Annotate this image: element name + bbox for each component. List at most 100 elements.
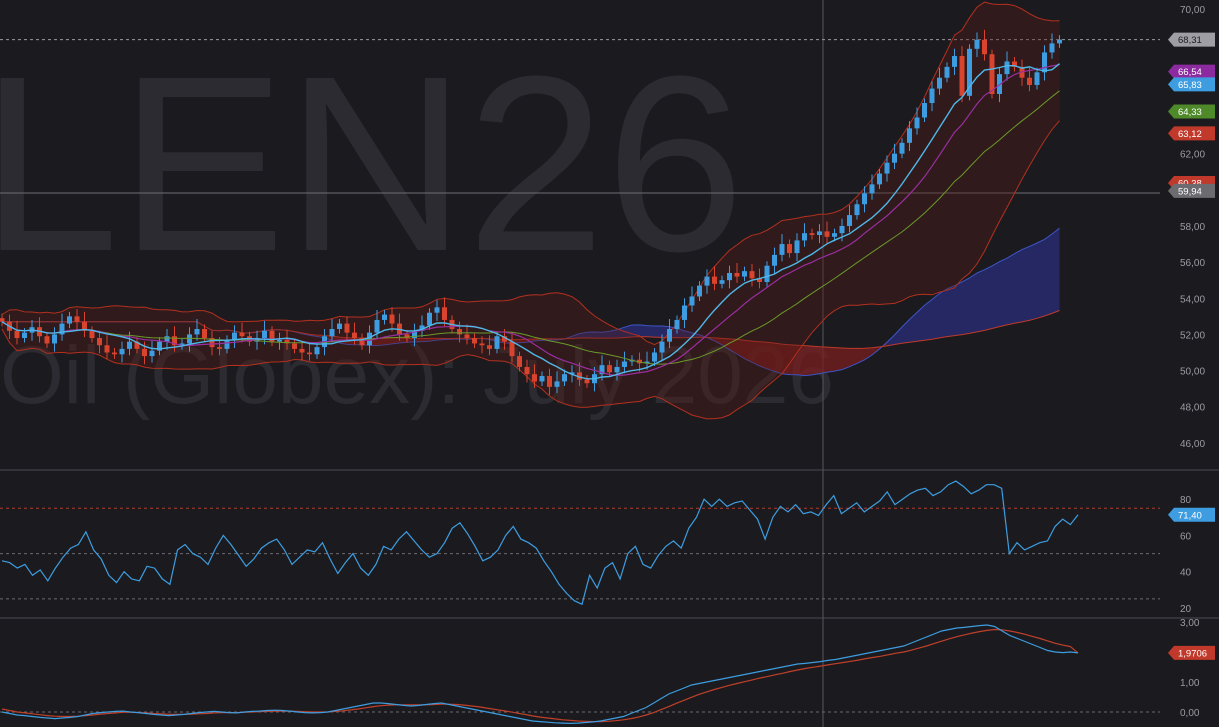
- candle: [614, 359, 620, 381]
- candle: [97, 330, 102, 354]
- price-tick-label: 46,00: [1180, 439, 1205, 450]
- price-tag-label: 66,54: [1178, 67, 1202, 78]
- candle-body: [599, 365, 605, 375]
- candle: [817, 224, 822, 244]
- price-tag-shape: [1168, 126, 1215, 141]
- candle-body: [704, 276, 710, 286]
- candle: [82, 311, 87, 338]
- price-tag-label: 64,33: [1178, 107, 1202, 118]
- ma-slow-line: [1, 64, 1060, 377]
- candle: [862, 186, 867, 213]
- candle-body: [172, 336, 177, 346]
- candle: [59, 313, 65, 341]
- candle-body: [44, 336, 50, 344]
- candle: [104, 335, 110, 359]
- candle: [74, 309, 80, 330]
- candle-body: [809, 233, 815, 235]
- macd-tag-shape: [1168, 645, 1215, 660]
- candle-body: [937, 77, 942, 89]
- candle: [952, 48, 957, 76]
- senkou-span-b: [2, 310, 1060, 349]
- candle: [434, 300, 440, 321]
- ichimoku-cloud-segment: [1007, 253, 1015, 325]
- candle: [689, 286, 695, 312]
- candle-body: [742, 271, 747, 277]
- candle-body: [622, 361, 627, 367]
- candle: [187, 327, 192, 352]
- candle-body: [554, 381, 560, 387]
- candle-body: [142, 348, 147, 357]
- candle: [779, 234, 785, 262]
- candle-body: [457, 329, 462, 335]
- candle-body: [239, 332, 245, 337]
- candle-body: [1057, 39, 1062, 44]
- ichimoku-cloud-segment: [992, 261, 1000, 329]
- ichimoku-cloud-segment: [384, 337, 392, 345]
- ichimoku-cloud-segment: [894, 326, 902, 345]
- candle-body: [614, 366, 620, 373]
- ma-long-line: [1, 90, 1060, 365]
- candle-body: [1049, 43, 1055, 53]
- candle-body: [299, 348, 305, 353]
- candle-body: [419, 325, 425, 331]
- candle-body: [329, 329, 335, 337]
- candle: [847, 205, 852, 233]
- candle-body: [914, 117, 920, 129]
- candle-body: [412, 330, 417, 339]
- candle-body: [187, 334, 192, 344]
- candle-body: [1042, 52, 1047, 73]
- candle-body: [824, 231, 830, 237]
- candle-body: [817, 231, 822, 235]
- candle-body: [89, 330, 95, 339]
- candle-body: [127, 341, 132, 349]
- candle: [89, 326, 95, 343]
- candle-body: [464, 334, 470, 339]
- candle: [712, 266, 717, 291]
- candle-body: [194, 329, 200, 335]
- candle-body: [959, 56, 965, 96]
- candle-body: [52, 334, 57, 344]
- candle-body: [1012, 61, 1017, 67]
- candle: [682, 298, 687, 329]
- candle: [1012, 56, 1017, 72]
- candle: [914, 107, 920, 135]
- candle-body: [262, 330, 267, 339]
- candle: [142, 341, 147, 365]
- price-tag-label: 59,94: [1178, 186, 1202, 197]
- candle-body: [209, 338, 215, 348]
- candle: [419, 315, 425, 338]
- rsi-tick-label: 40: [1180, 568, 1192, 579]
- candle-body: [854, 204, 860, 216]
- candle: [52, 327, 57, 352]
- ichimoku-cloud-segment: [842, 348, 850, 370]
- ichimoku-cloud-segment: [414, 338, 422, 343]
- candle: [674, 315, 680, 334]
- price-tag: 64,33: [1168, 104, 1215, 119]
- price-tag: 66,54: [1168, 64, 1215, 79]
- candle: [314, 342, 320, 359]
- candle-body: [164, 336, 170, 342]
- ichimoku-cloud-segment: [1052, 228, 1060, 314]
- watermark-symbol: LEN26: [0, 24, 744, 303]
- candle: [224, 335, 230, 354]
- ichimoku-cloud-segment: [1029, 242, 1037, 321]
- ichimoku-cloud-segment: [1044, 234, 1052, 316]
- price-tag-shape: [1168, 104, 1215, 119]
- macd-line: [1, 624, 1079, 725]
- candle-body: [494, 336, 500, 349]
- candle: [472, 333, 477, 348]
- rsi-tag-label: 71,40: [1178, 510, 1202, 521]
- ichimoku-cloud-segment: [624, 325, 632, 338]
- candle: [704, 269, 710, 294]
- candle: [119, 341, 125, 363]
- candle-body: [119, 348, 125, 355]
- candle: [269, 326, 275, 347]
- candle-body: [374, 319, 380, 333]
- candle: [562, 369, 567, 386]
- candle-body: [74, 316, 80, 322]
- candle: [719, 275, 725, 289]
- candle: [44, 331, 50, 348]
- candle-body: [547, 376, 552, 387]
- price-tag-label: 65,83: [1178, 80, 1202, 91]
